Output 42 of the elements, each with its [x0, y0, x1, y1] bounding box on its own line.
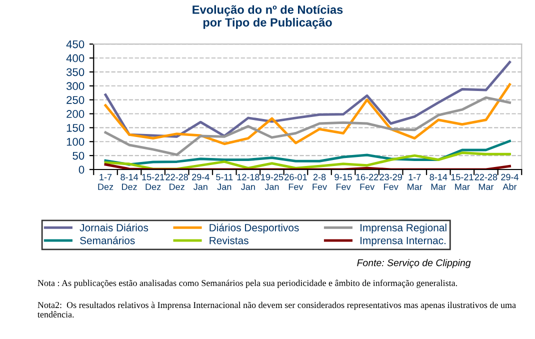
y-tick-label: 100	[66, 138, 84, 146]
text: Nota : As publicações estão analisadas como Semanários pela sua periodicidade e âmbito de informação generalista.	[38, 280, 457, 288]
legend-label: Semanários	[80, 236, 135, 244]
y-tick-label: 400	[66, 54, 84, 62]
x-tick-label: 19-25 Jan	[261, 174, 284, 190]
y-tick-label: 350	[66, 68, 84, 76]
x-tick-label: 8-14 Mar	[430, 174, 448, 190]
source-note: Fonte: Serviço de Clipping	[357, 259, 471, 268]
x-tick-label: 5-11 Jan	[216, 174, 233, 190]
legend-label: Diários Desportivos	[210, 224, 299, 234]
legend-label: Imprensa Internac.	[360, 236, 446, 246]
y-tick-label: 300	[66, 82, 84, 90]
x-tick-label: 1-7 Mar	[408, 174, 422, 190]
x-tick-label: 22-28 Mar	[474, 174, 498, 190]
x-tick-label: 16-22 Fev	[356, 174, 378, 190]
line-series	[104, 60, 511, 138]
line-series	[104, 96, 511, 156]
x-tick-label: 15-21 Dez	[142, 174, 164, 190]
x-tick-label: 26-01 Fev	[284, 174, 307, 190]
x-tick-label: 29-4 Jan	[192, 174, 210, 190]
y-tick-label: 450	[66, 40, 84, 48]
legend-label: Revistas	[210, 236, 248, 244]
x-tick-label: 23-29 Fev	[380, 174, 402, 190]
x-tick-label: 2-8 Fev	[312, 174, 328, 190]
y-tick-label: 50	[72, 152, 84, 160]
chart-title: Evolução do nº de Notícias por Tipo de Publicação	[192, 5, 343, 29]
line-series	[104, 83, 511, 146]
x-tick-label: 9-15 Fev	[334, 174, 352, 190]
text: Nota2: Os resultados relativos à Imprensa Internacional não devem ser considerados representativos mas apenas ilustrativos de uma tendência.	[38, 302, 516, 318]
x-tick-label: 8-14 Dez	[120, 174, 138, 190]
y-tick-label: 0	[78, 166, 84, 174]
legend-label: Imprensa Regional	[360, 224, 446, 234]
legend-label: Jornais Diários	[80, 224, 148, 232]
y-tick-label: 200	[66, 110, 84, 118]
x-tick-label: 29-4 Abr	[501, 174, 519, 190]
x-tick-label: 15-21 Mar	[451, 174, 474, 190]
y-tick-label: 250	[66, 96, 84, 104]
y-tick-label: 150	[66, 124, 84, 132]
x-tick-label: 12-18 Jan	[237, 174, 260, 190]
x-tick-label: 22-28 Dez	[166, 174, 188, 190]
line-series	[104, 152, 511, 170]
x-tick-label: 1-7 Dez	[98, 174, 114, 190]
